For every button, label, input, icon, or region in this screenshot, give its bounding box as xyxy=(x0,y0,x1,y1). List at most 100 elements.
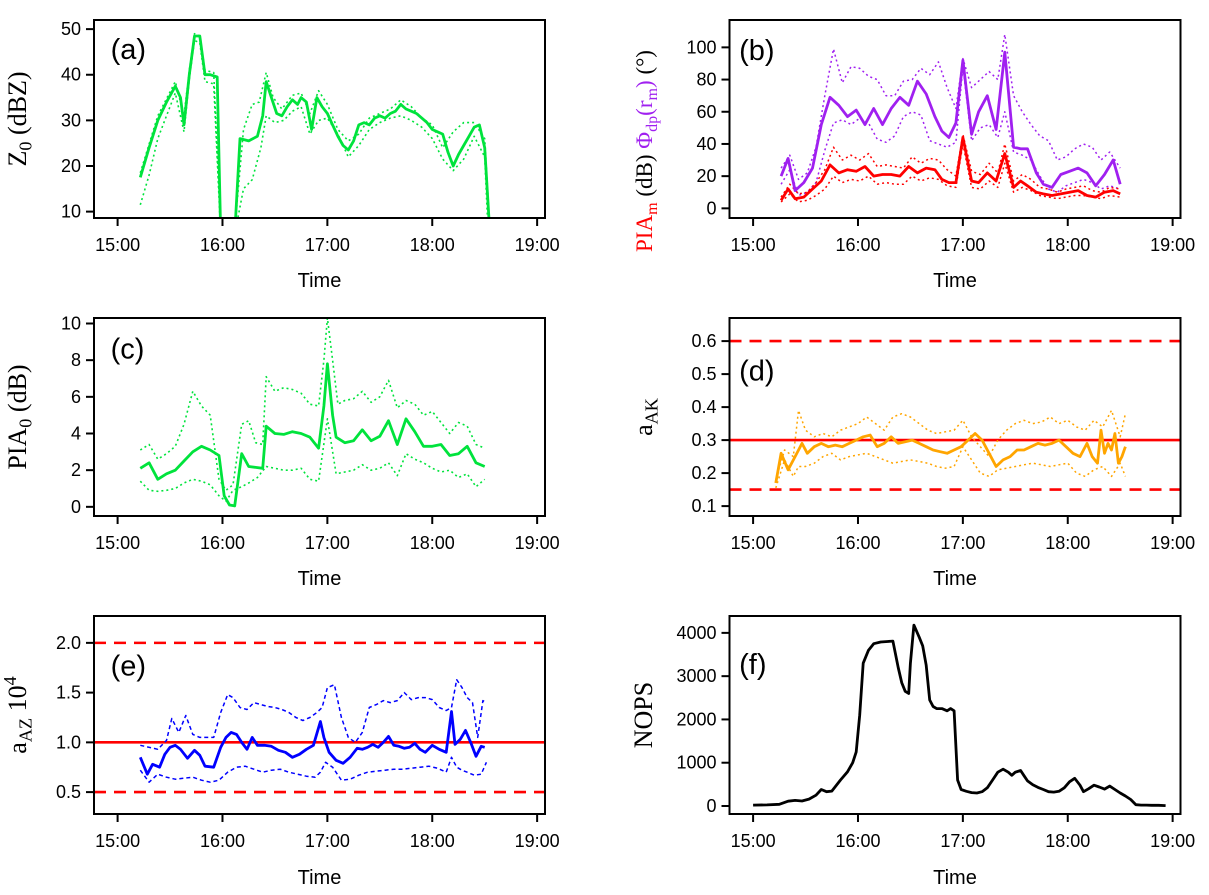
x-tick-label: 18:00 xyxy=(410,831,455,851)
y-axis-title: NOPS xyxy=(629,682,658,748)
x-tick-label: 15:00 xyxy=(731,533,776,553)
series-pia0-mean-line xyxy=(139,362,486,508)
y-tick-label: 8 xyxy=(71,350,81,370)
y-axis-title: aAK xyxy=(629,398,662,436)
y-tick-label: 0 xyxy=(706,198,716,218)
x-tick-label: 16:00 xyxy=(200,831,245,851)
y-tick-label: 60 xyxy=(696,102,716,122)
y-tick-label: 30 xyxy=(61,110,81,130)
x-axis-title: Time xyxy=(298,270,342,292)
x-tick-label: 16:00 xyxy=(835,235,880,255)
x-tick-label: 15:00 xyxy=(95,831,140,851)
x-tick-label: 19:00 xyxy=(515,533,560,553)
y-tick-label: 1000 xyxy=(676,753,716,773)
y-axis-title: Z0 (dBZ) xyxy=(3,71,36,166)
panel-e: 15:00 16:00 17:00 18:00 19:00 0.5 1.0 1.5 2.0 Tim… xyxy=(0,596,604,895)
y-tick-label: 20 xyxy=(61,156,81,176)
series-aAK-upper-bound-line xyxy=(775,409,1127,480)
panel-letter-d: (d) xyxy=(739,356,774,388)
y-tick-label: 0.2 xyxy=(691,463,716,483)
x-tick-label: 17:00 xyxy=(940,831,985,851)
series-pia0-upper-bound-line xyxy=(139,318,486,492)
x-tick-label: 18:00 xyxy=(1045,831,1090,851)
panel-f: 15:00 16:00 17:00 18:00 19:00 0 1000 2000 3000 40… xyxy=(604,596,1209,895)
series-Z0-mean-line xyxy=(138,34,491,218)
y-tick-label: 20 xyxy=(696,166,716,186)
panel-d: 15:00 16:00 17:00 18:00 19:00 0.1 0.2 0.3 0.4 0.5… xyxy=(604,298,1209,596)
y-tick-label: 0.3 xyxy=(691,430,716,450)
y-axis-title: aAZ 104 xyxy=(0,676,36,753)
x-tick-label: 19:00 xyxy=(515,235,560,255)
x-tick-label: 18:00 xyxy=(1045,235,1090,255)
x-tick-label: 19:00 xyxy=(515,831,560,851)
x-axis-title: Time xyxy=(933,867,977,889)
plot-box xyxy=(728,317,1182,517)
panel-a: 15:00 16:00 17:00 18:00 19:00 10 20 30 40 50 Time Z… xyxy=(0,0,604,298)
series-aAK-estimate-line xyxy=(774,428,1127,484)
y-tick-label: 1.0 xyxy=(56,732,81,752)
x-axis-title: Time xyxy=(933,568,977,590)
x-axis-title: Time xyxy=(298,867,342,889)
y-tick-label: 0.4 xyxy=(691,397,716,417)
y-tick-label: 80 xyxy=(696,70,716,90)
y-tick-label: 0.5 xyxy=(691,364,716,384)
x-tick-label: 15:00 xyxy=(731,831,776,851)
x-axis-title: Time xyxy=(298,568,342,590)
y-tick-label: 10 xyxy=(61,314,81,334)
plot-box xyxy=(93,19,546,219)
y-tick-label: 3000 xyxy=(676,666,716,686)
y-tick-label: 2000 xyxy=(676,709,716,729)
y-tick-label: 0 xyxy=(706,796,716,816)
y-tick-label: 4000 xyxy=(676,623,716,643)
series-piam-upper-bound-line xyxy=(780,133,1121,198)
series-Z0-lower-bound-line xyxy=(139,39,489,218)
chart-b: 15:00 16:00 17:00 18:00 19:00 0 20 40 60 80 100 Tim… xyxy=(632,19,1195,292)
series-phidp-lower-bound-line xyxy=(780,65,1121,197)
y-tick-label: 6 xyxy=(71,387,81,407)
y-tick-label: 50 xyxy=(61,19,81,39)
series-nops-count-line xyxy=(753,623,1166,807)
y-tick-label: 4 xyxy=(71,424,81,444)
y-tick-label: 100 xyxy=(686,37,716,57)
y-tick-label: 0.5 xyxy=(56,782,81,802)
x-tick-label: 17:00 xyxy=(940,533,985,553)
plot-box xyxy=(728,615,1182,815)
x-tick-label: 15:00 xyxy=(95,533,140,553)
chart-d: 15:00 16:00 17:00 18:00 19:00 0.1 0.2 0.3 0.4 0.5… xyxy=(629,317,1195,590)
x-tick-label: 19:00 xyxy=(1150,235,1195,255)
y-tick-label: 2.0 xyxy=(56,633,81,653)
chart-e: 15:00 16:00 17:00 18:00 19:00 0.5 1.0 1.5 2.0 Tim… xyxy=(0,615,560,889)
y-tick-label: 0.1 xyxy=(691,496,716,516)
x-axis-title: Time xyxy=(933,270,977,292)
x-tick-label: 18:00 xyxy=(1045,533,1090,553)
series-piam-mean-line xyxy=(779,136,1121,202)
series-aAZ-estimate-line xyxy=(139,710,486,776)
series-aAZ-upper-bound-line xyxy=(140,678,487,751)
panel-letter-b: (b) xyxy=(739,35,774,67)
y-tick-label: 0.6 xyxy=(691,331,716,351)
x-tick-label: 16:00 xyxy=(200,235,245,255)
chart-c: 15:00 16:00 17:00 18:00 19:00 0 2 4 6 8 10 Time PIA0… xyxy=(3,314,560,591)
series-piam-lower-bound-line xyxy=(780,143,1121,203)
series-pia0-lower-bound-line xyxy=(139,418,486,503)
panel-b: 15:00 16:00 17:00 18:00 19:00 0 20 40 60 80 100 Tim… xyxy=(604,0,1209,298)
y-tick-label: 40 xyxy=(696,134,716,154)
y-axis-title: PIAm (dB) Φdp(rm) (°) xyxy=(632,50,661,252)
chart-f: 15:00 16:00 17:00 18:00 19:00 0 1000 2000 3000 40… xyxy=(629,615,1195,889)
x-tick-label: 18:00 xyxy=(410,533,455,553)
y-tick-label: 0 xyxy=(71,497,81,517)
y-axis-title: PIA0 (dB) xyxy=(3,364,36,469)
series-phidp-mean-line xyxy=(779,50,1122,193)
series-aAK-lower-bound-line xyxy=(775,445,1127,489)
series-Z0-upper-bound-line xyxy=(139,32,491,218)
panel-letter-a: (a) xyxy=(111,34,146,66)
y-tick-label: 40 xyxy=(61,65,81,85)
panel-letter-e: (e) xyxy=(111,651,146,683)
x-tick-label: 15:00 xyxy=(95,235,140,255)
x-tick-label: 17:00 xyxy=(305,235,350,255)
y-tick-label: 1.5 xyxy=(56,683,81,703)
panel-c: 15:00 16:00 17:00 18:00 19:00 0 2 4 6 8 10 Time PIA0… xyxy=(0,298,604,596)
x-tick-label: 17:00 xyxy=(940,235,985,255)
panel-letter-f: (f) xyxy=(739,649,766,681)
series-phidp-upper-bound-line xyxy=(780,33,1121,181)
